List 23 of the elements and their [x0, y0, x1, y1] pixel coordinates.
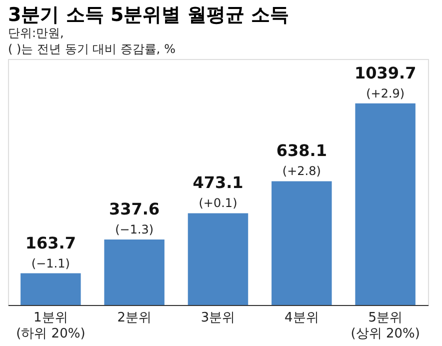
annotation: (+0.1) — [198, 196, 238, 210]
annotation: (+2.8) — [282, 164, 321, 178]
x-tick-label: 3분위 — [200, 310, 236, 326]
annotation: (−1.3) — [115, 222, 154, 237]
bar — [20, 273, 81, 305]
data-label: 473.1 — [192, 173, 244, 192]
x-tick-label: 2분위 — [117, 310, 152, 326]
data-label: 337.6 — [109, 200, 160, 219]
bar — [272, 181, 332, 305]
annotation: (+2.9) — [366, 86, 405, 100]
data-label: 1039.7 — [354, 63, 416, 82]
chart-title: 3분기 소득 5분위별 월평균 소득 — [8, 4, 289, 26]
x-tick-label: 1분위 (하위 20%) — [16, 310, 86, 342]
text: ( )는 전년 동기 대비 증감률, % — [8, 42, 176, 56]
data-label: 163.7 — [25, 233, 76, 252]
x-tick-label: 5분위 (상위 20%) — [350, 310, 420, 342]
data-label: 638.1 — [276, 141, 327, 160]
bar — [355, 103, 416, 305]
annotation: (−1.1) — [31, 256, 70, 270]
x-tick-label: 4분위 — [284, 310, 319, 326]
bar — [188, 213, 248, 305]
text: 단위:만원, — [8, 26, 64, 40]
bar — [104, 240, 164, 305]
